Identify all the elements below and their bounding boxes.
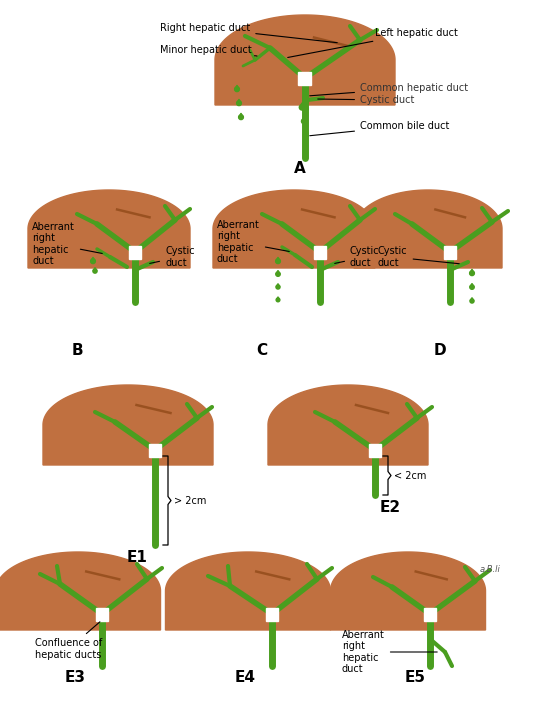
Text: Cystic
duct: Cystic duct bbox=[335, 246, 380, 268]
Circle shape bbox=[276, 272, 280, 276]
Polygon shape bbox=[91, 257, 95, 261]
Circle shape bbox=[301, 119, 307, 124]
Polygon shape bbox=[276, 297, 280, 300]
Circle shape bbox=[299, 104, 305, 110]
Polygon shape bbox=[276, 284, 280, 287]
Polygon shape bbox=[302, 117, 306, 121]
Polygon shape bbox=[470, 269, 474, 273]
Text: C: C bbox=[256, 343, 267, 358]
Text: Cystic
duct: Cystic duct bbox=[378, 246, 459, 268]
Circle shape bbox=[470, 271, 475, 276]
Text: E1: E1 bbox=[126, 550, 147, 565]
Polygon shape bbox=[276, 257, 280, 261]
Text: < 2cm: < 2cm bbox=[394, 470, 427, 480]
Text: Cystic
duct: Cystic duct bbox=[150, 246, 194, 268]
Bar bbox=[314, 246, 326, 258]
Text: E2: E2 bbox=[380, 500, 401, 515]
Bar bbox=[369, 444, 381, 456]
Text: Confluence of
hepatic ducts: Confluence of hepatic ducts bbox=[35, 622, 102, 660]
Text: > 2cm: > 2cm bbox=[174, 495, 206, 505]
Polygon shape bbox=[276, 271, 280, 274]
Polygon shape bbox=[237, 99, 241, 103]
Bar bbox=[424, 608, 436, 621]
Polygon shape bbox=[215, 15, 395, 105]
Text: Left hepatic duct: Left hepatic duct bbox=[288, 28, 458, 58]
Polygon shape bbox=[470, 297, 474, 301]
Polygon shape bbox=[300, 103, 304, 107]
Text: E5: E5 bbox=[404, 670, 426, 685]
Polygon shape bbox=[354, 190, 502, 268]
Text: a.B.li: a.B.li bbox=[480, 565, 501, 574]
Polygon shape bbox=[43, 385, 213, 465]
Circle shape bbox=[93, 269, 97, 273]
Text: A: A bbox=[294, 161, 306, 176]
Text: Aberrant
right
hepatic
duct: Aberrant right hepatic duct bbox=[217, 220, 289, 264]
Circle shape bbox=[237, 101, 241, 106]
Bar bbox=[299, 71, 312, 84]
Text: B: B bbox=[71, 343, 83, 358]
Polygon shape bbox=[304, 131, 308, 135]
Bar bbox=[96, 608, 108, 621]
Text: E3: E3 bbox=[64, 670, 85, 685]
Circle shape bbox=[276, 298, 280, 302]
Polygon shape bbox=[0, 552, 160, 630]
Text: Common bile duct: Common bile duct bbox=[310, 121, 449, 135]
Circle shape bbox=[470, 299, 474, 303]
Circle shape bbox=[470, 285, 474, 289]
Text: E4: E4 bbox=[234, 670, 255, 685]
Circle shape bbox=[91, 258, 96, 264]
Polygon shape bbox=[165, 552, 330, 630]
Polygon shape bbox=[239, 113, 243, 117]
Circle shape bbox=[276, 285, 280, 289]
Text: Aberrant
right
hepatic
duct: Aberrant right hepatic duct bbox=[32, 222, 102, 266]
Bar bbox=[266, 608, 278, 621]
Circle shape bbox=[239, 114, 244, 120]
Text: Minor hepatic duct: Minor hepatic duct bbox=[160, 45, 257, 56]
Bar bbox=[444, 246, 456, 258]
Bar bbox=[149, 444, 161, 456]
Polygon shape bbox=[28, 190, 190, 268]
Text: Cystic duct: Cystic duct bbox=[318, 95, 414, 105]
Text: Aberrant
right
hepatic
duct: Aberrant right hepatic duct bbox=[342, 629, 437, 675]
Polygon shape bbox=[330, 552, 485, 630]
Circle shape bbox=[234, 87, 239, 91]
Bar bbox=[129, 246, 141, 258]
Polygon shape bbox=[235, 85, 239, 89]
Text: Common hepatic duct: Common hepatic duct bbox=[310, 83, 468, 96]
Circle shape bbox=[303, 132, 308, 138]
Polygon shape bbox=[470, 284, 474, 287]
Polygon shape bbox=[213, 190, 375, 268]
Polygon shape bbox=[93, 268, 97, 271]
Text: Right hepatic duct: Right hepatic duct bbox=[160, 23, 338, 42]
Polygon shape bbox=[268, 385, 428, 465]
Circle shape bbox=[275, 258, 280, 264]
Text: D: D bbox=[434, 343, 447, 358]
